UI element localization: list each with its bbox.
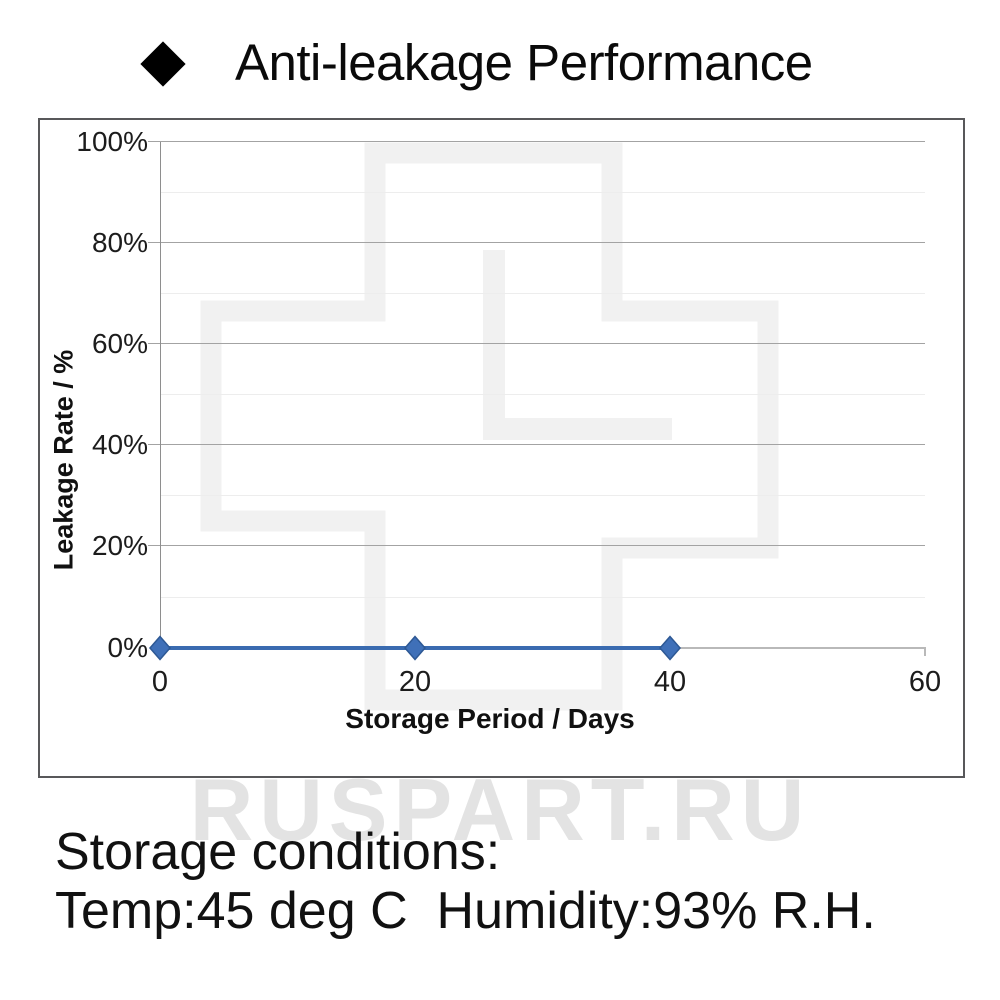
major-gridline bbox=[148, 545, 925, 546]
x-tick-label: 20 bbox=[398, 666, 432, 698]
minor-gridline bbox=[160, 394, 925, 395]
x-tick-label: 0 bbox=[151, 666, 169, 698]
series-plot bbox=[149, 635, 926, 661]
x-tick-label: 60 bbox=[908, 666, 942, 698]
data-point-marker bbox=[149, 635, 171, 661]
storage-conditions-heading: Storage conditions: bbox=[55, 823, 501, 881]
y-axis-title: Leakage Rate / % bbox=[48, 349, 79, 571]
major-gridline bbox=[148, 343, 925, 344]
chart-frame: 100% 80% 60% 40% 20% 0% 0 20 40 60 Stora… bbox=[38, 118, 965, 778]
x-axis-title: Storage Period / Days bbox=[345, 703, 635, 734]
major-gridline bbox=[148, 141, 925, 142]
major-gridline bbox=[148, 242, 925, 243]
y-tick-label: 20% bbox=[91, 530, 148, 561]
chart-title: Anti-leakage Performance bbox=[235, 34, 813, 91]
minor-gridline bbox=[160, 192, 925, 193]
minor-gridline bbox=[160, 495, 925, 496]
x-tick-label: 40 bbox=[653, 666, 687, 698]
y-tick-label: 100% bbox=[76, 126, 148, 157]
storage-conditions-values: Temp:45 deg C Humidity:93% R.H. bbox=[55, 882, 876, 940]
major-gridline bbox=[148, 444, 925, 445]
minor-gridline bbox=[160, 293, 925, 294]
data-point-marker bbox=[659, 635, 681, 661]
y-tick-label: 40% bbox=[91, 429, 148, 460]
y-tick-label: 80% bbox=[91, 227, 148, 258]
y-tick-label: 60% bbox=[91, 328, 148, 359]
watermark-text: RUSPART.RU bbox=[189, 760, 811, 859]
y-tick-label: 0% bbox=[107, 632, 148, 663]
y-axis-line bbox=[160, 142, 161, 648]
minor-gridline bbox=[160, 597, 925, 598]
data-point-marker bbox=[404, 635, 426, 661]
